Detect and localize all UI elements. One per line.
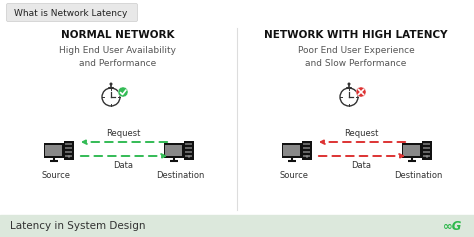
Bar <box>185 150 192 152</box>
Bar <box>46 145 63 156</box>
FancyBboxPatch shape <box>44 142 64 158</box>
Bar <box>184 141 194 160</box>
FancyBboxPatch shape <box>7 4 137 22</box>
Bar <box>403 145 420 156</box>
Bar <box>303 146 310 149</box>
Text: Request: Request <box>344 128 378 137</box>
Circle shape <box>426 155 428 158</box>
Circle shape <box>347 82 350 86</box>
Text: What is Network Latency: What is Network Latency <box>14 9 128 18</box>
Text: Source: Source <box>42 170 71 179</box>
Bar <box>185 146 192 149</box>
Bar <box>165 145 182 156</box>
Circle shape <box>109 82 112 86</box>
Text: Destination: Destination <box>156 170 204 179</box>
Text: Poor End User Experience
and Slow Performance: Poor End User Experience and Slow Perfor… <box>298 46 414 68</box>
Circle shape <box>102 88 120 106</box>
Circle shape <box>118 87 128 97</box>
Text: NORMAL NETWORK: NORMAL NETWORK <box>61 30 175 40</box>
Circle shape <box>356 87 366 97</box>
Bar <box>65 142 73 145</box>
Bar <box>423 150 430 152</box>
Bar <box>283 145 301 156</box>
Text: ∞G: ∞G <box>443 219 462 232</box>
FancyBboxPatch shape <box>164 142 184 158</box>
Text: NETWORK WITH HIGH LATENCY: NETWORK WITH HIGH LATENCY <box>264 30 448 40</box>
Bar <box>0 215 474 237</box>
Bar <box>65 150 73 152</box>
Bar <box>303 150 310 152</box>
Text: Data: Data <box>113 160 133 169</box>
Circle shape <box>306 155 308 158</box>
Bar <box>185 142 192 145</box>
Bar <box>303 155 310 156</box>
Bar <box>302 141 312 160</box>
Text: Source: Source <box>280 170 309 179</box>
Text: Request: Request <box>106 128 140 137</box>
Text: Data: Data <box>351 160 371 169</box>
Text: Latency in System Design: Latency in System Design <box>10 221 146 231</box>
Text: High End User Availability
and Performance: High End User Availability and Performan… <box>60 46 176 68</box>
Circle shape <box>68 155 70 158</box>
Bar <box>423 142 430 145</box>
Bar <box>65 146 73 149</box>
Circle shape <box>340 88 358 106</box>
FancyBboxPatch shape <box>402 142 422 158</box>
Bar <box>185 155 192 156</box>
Bar <box>64 141 74 160</box>
Bar <box>422 141 432 160</box>
Circle shape <box>188 155 190 158</box>
Bar <box>423 155 430 156</box>
Bar <box>65 155 73 156</box>
Bar <box>303 142 310 145</box>
Bar <box>423 146 430 149</box>
FancyBboxPatch shape <box>282 142 302 158</box>
Text: Destination: Destination <box>394 170 442 179</box>
